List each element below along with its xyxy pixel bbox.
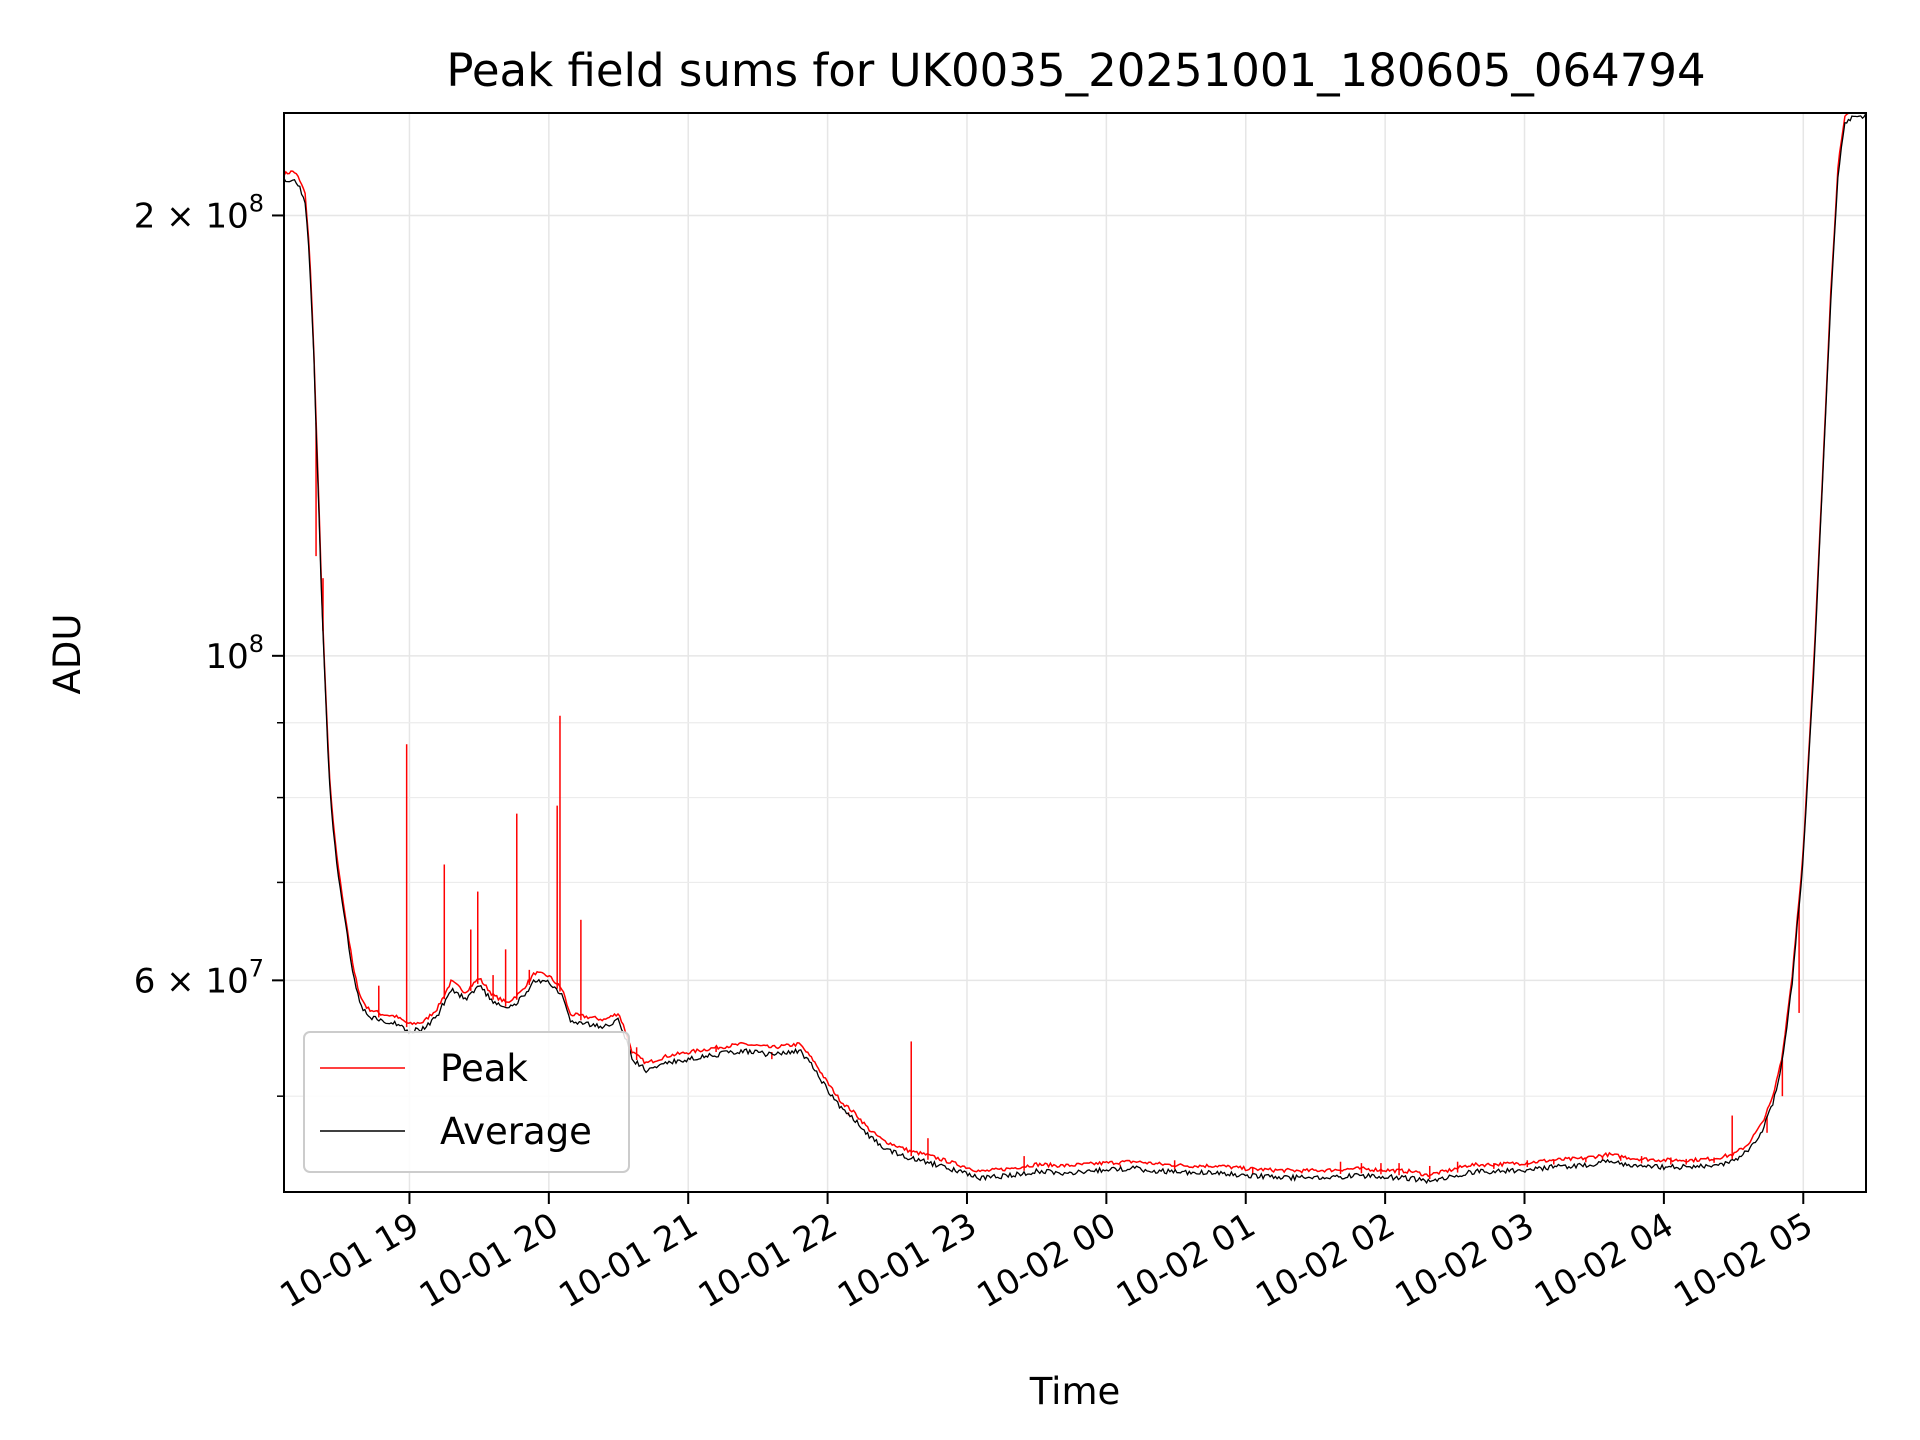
legend-label-average: Average: [440, 1110, 592, 1153]
x-tick-label-3: 10-01 22: [692, 1205, 844, 1316]
legend: Peak Average: [303, 1031, 630, 1173]
series-peak-line: [284, 113, 1853, 1178]
plot-frame: [283, 112, 1867, 1193]
x-tick-label-10: 10-02 05: [1667, 1205, 1819, 1316]
x-tick-label-6: 10-02 01: [1110, 1205, 1262, 1316]
x-tick-label-5: 10-02 00: [970, 1205, 1122, 1316]
series-average-marks: [284, 113, 1866, 1185]
y-axis-ticks: 2 × 108 108 6 × 107: [134, 189, 284, 1097]
x-tick-label-1: 10-01 20: [413, 1205, 565, 1316]
legend-box: [303, 1031, 630, 1173]
y-axis-label: ADU: [46, 614, 89, 695]
x-tick-label-0: 10-01 19: [274, 1205, 426, 1316]
x-tick-label-9: 10-02 04: [1528, 1205, 1680, 1316]
series-layer: [284, 113, 1866, 1185]
chart-title: Peak field sums for UK0035_20251001_1806…: [446, 44, 1705, 97]
legend-label-peak: Peak: [440, 1047, 528, 1090]
x-tick-label-7: 10-02 02: [1249, 1205, 1401, 1316]
grid-lines: [284, 113, 1866, 1192]
y-tick-label-1: 108: [205, 630, 264, 677]
x-axis-label: Time: [1029, 1370, 1121, 1413]
x-tick-label-8: 10-02 03: [1389, 1205, 1541, 1316]
series-peak-marks: [284, 113, 1853, 1179]
x-tick-label-2: 10-01 21: [552, 1205, 704, 1316]
x-tick-label-4: 10-01 23: [831, 1205, 983, 1316]
y-tick-label-0: 2 × 108: [134, 189, 264, 236]
y-tick-label-2: 6 × 107: [134, 954, 264, 1001]
series-average-line: [284, 113, 1866, 1185]
